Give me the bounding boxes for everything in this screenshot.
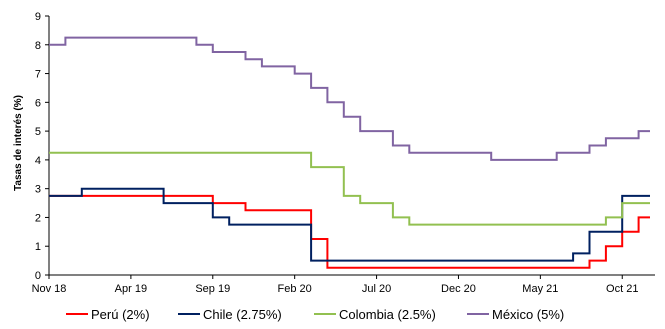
x-axis-ticks: Nov 18 Apr 19 Sep 19 Feb 20 Jul 20 Dec 20 May … [32, 275, 638, 295]
legend-label-1: Perú (2%) [91, 307, 150, 322]
x-tick-label: Feb 20 [278, 283, 312, 295]
y-tick-label: 9 [35, 11, 41, 23]
series-lines [49, 36, 650, 269]
y-tick-label: 2 [35, 212, 41, 224]
y-tick-label: 5 [35, 126, 41, 138]
y-tick-label: 3 [35, 184, 41, 196]
legend-label-2: Chile (2.75%) [203, 307, 282, 322]
y-tick-label: 4 [35, 155, 41, 167]
y-tick-label: 8 [35, 40, 41, 52]
y-tick-label: 1 [35, 241, 41, 253]
x-tick-label: Sep 19 [195, 283, 230, 295]
y-axis-ticks: 0 1 2 3 4 5 6 7 8 9 [35, 11, 49, 282]
y-tick-label: 6 [35, 97, 41, 109]
x-tick-label: May 21 [522, 283, 558, 295]
x-tick-label: Nov 18 [32, 283, 67, 295]
x-tick-label: Oct 21 [606, 283, 638, 295]
series-line-2 [49, 187, 650, 262]
series-line-4 [49, 36, 650, 161]
axes [48, 16, 655, 276]
series-line-1 [49, 194, 650, 269]
x-tick-label: Apr 19 [115, 283, 147, 295]
y-tick-label: 0 [35, 270, 41, 282]
y-tick-label: 7 [35, 69, 41, 81]
x-tick-label: Dec 20 [441, 283, 476, 295]
legend: Perú (2%) Chile (2.75%) Colombia (2.5%) Méx… [66, 307, 564, 322]
x-tick-label: Jul 20 [362, 283, 391, 295]
legend-label-4: México (5%) [492, 307, 564, 322]
y-axis-label: Tasas de interés (%) [13, 95, 24, 191]
series-line-3 [49, 151, 650, 226]
legend-label-3: Colombia (2.5%) [339, 307, 436, 322]
